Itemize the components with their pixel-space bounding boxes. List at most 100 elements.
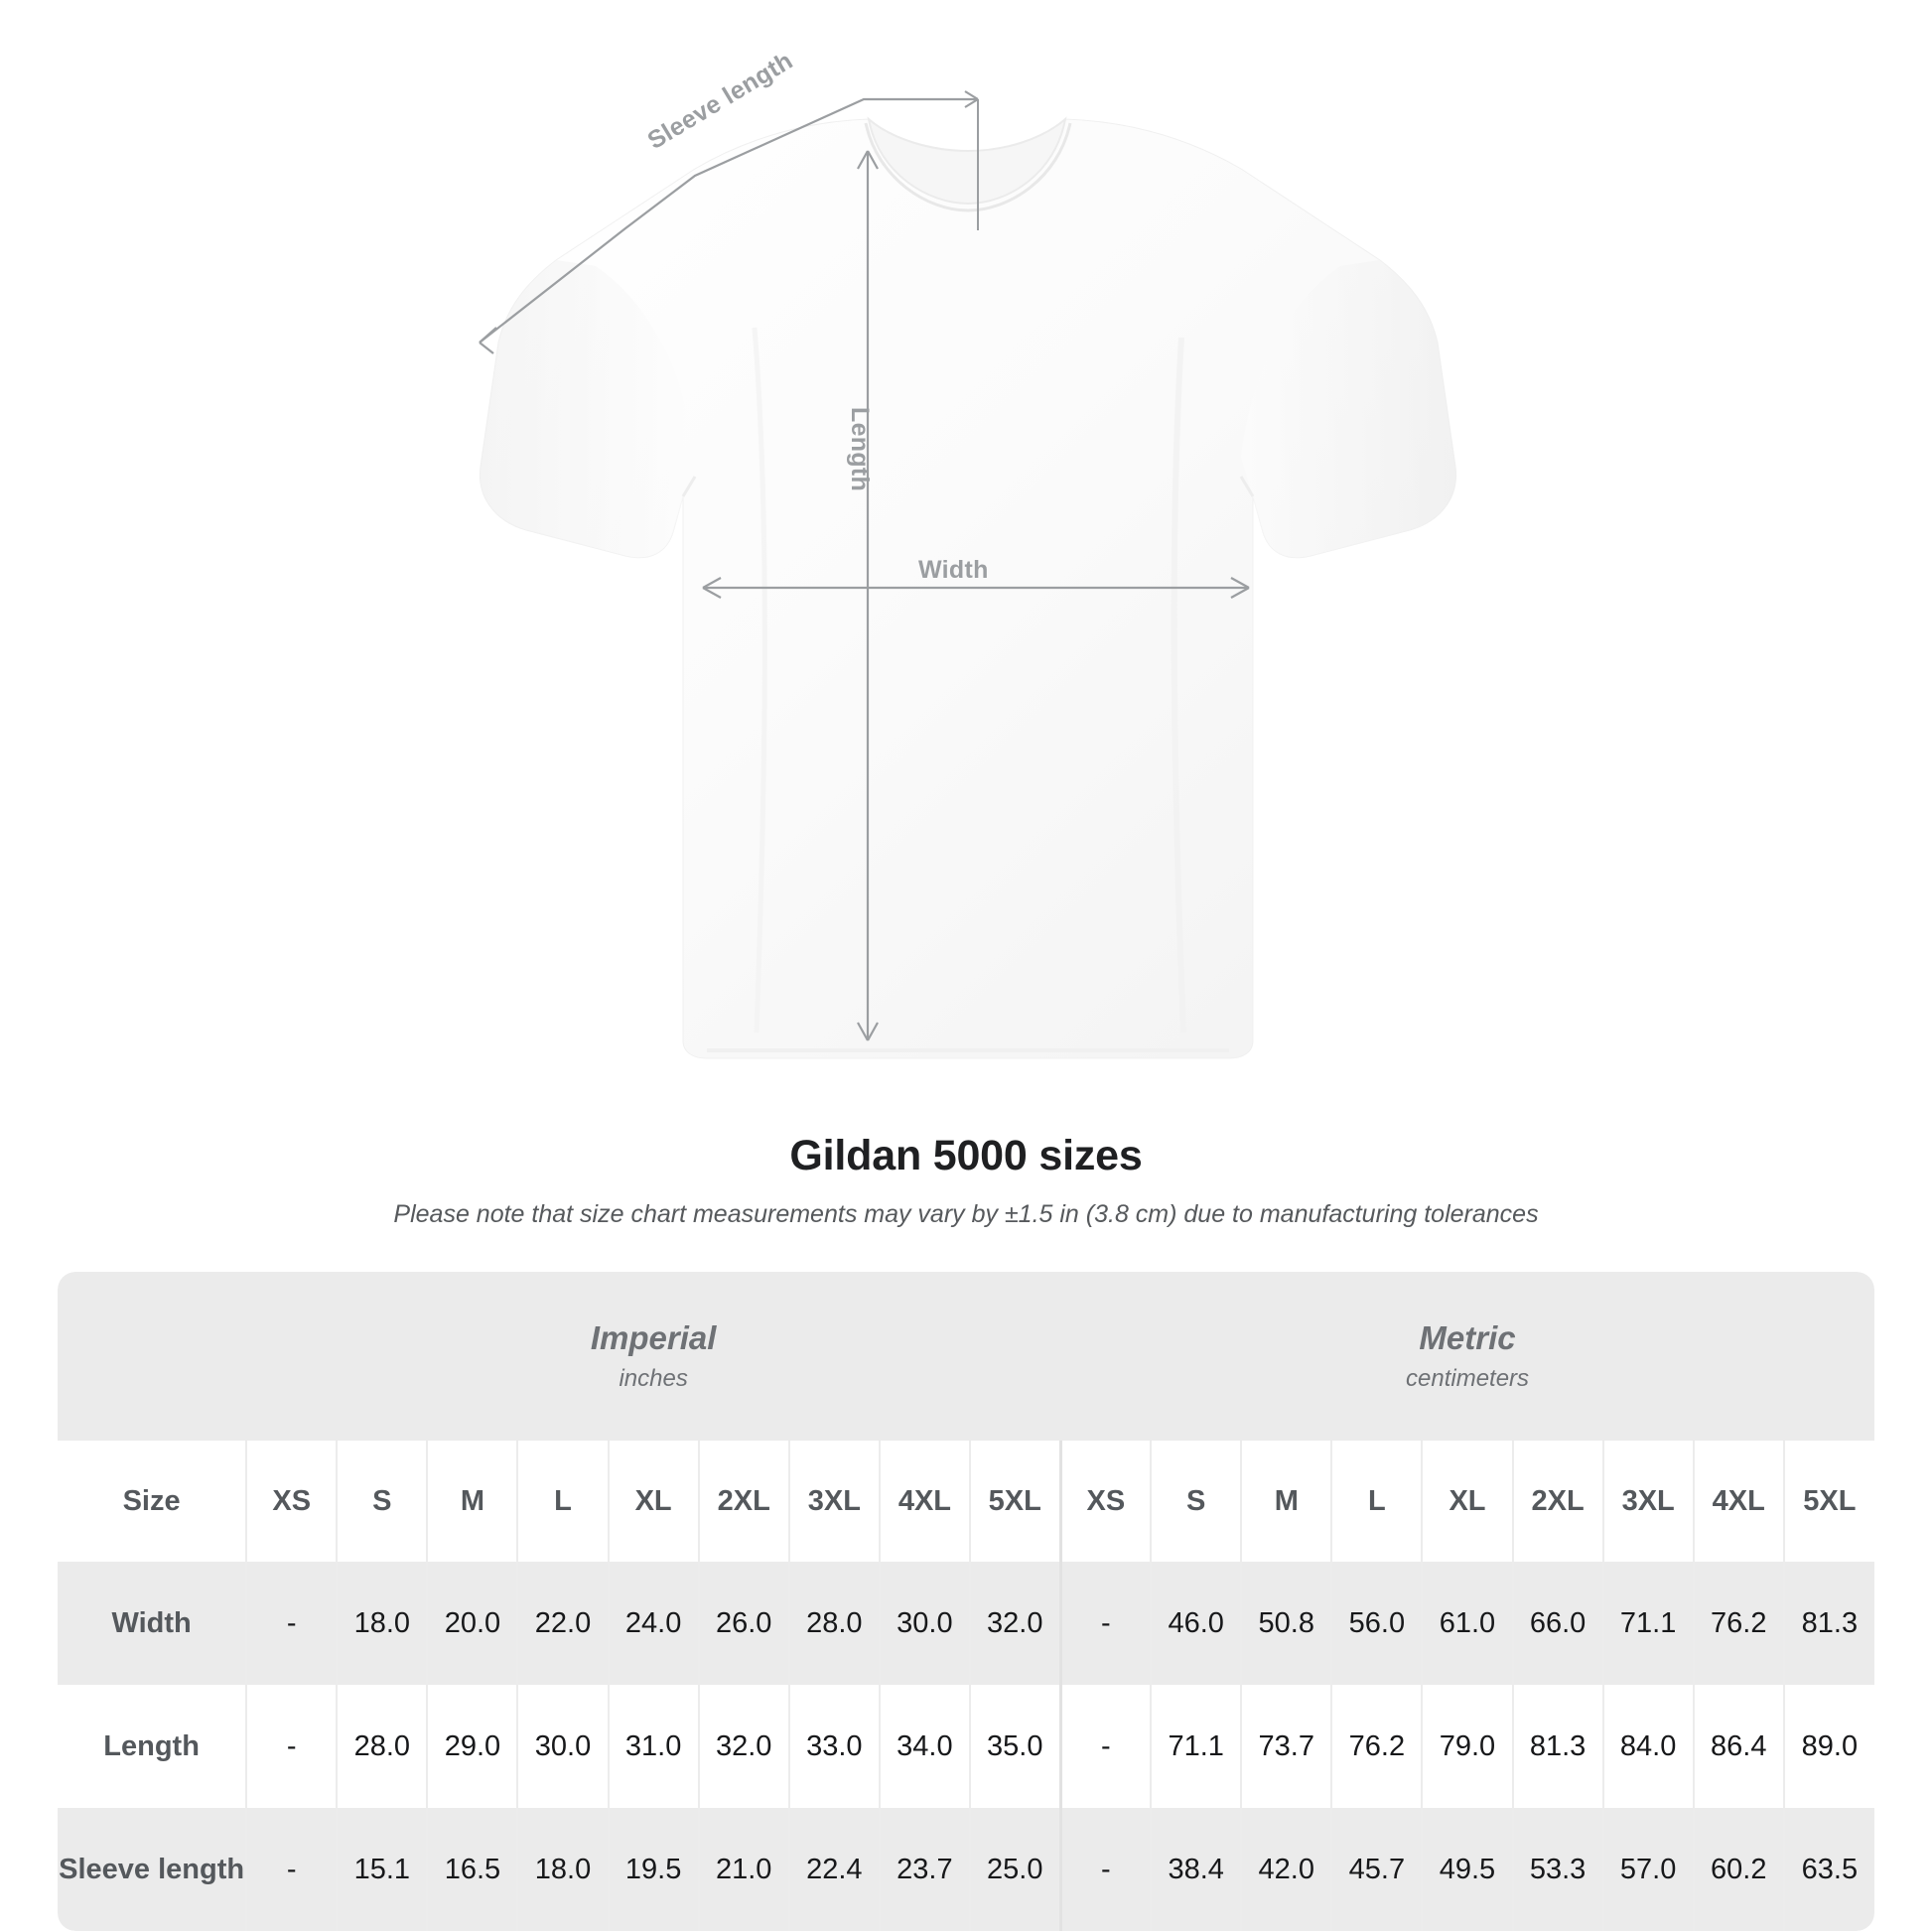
size-header-label: Size: [58, 1441, 247, 1562]
cell-sleeve-length-metric-m: 42.0: [1240, 1808, 1332, 1931]
cell-width-imperial-3xl: 28.0: [787, 1562, 880, 1685]
size-column-header-imperial-xl: XL: [607, 1441, 699, 1562]
cell-sleeve-length-metric-s: 38.4: [1150, 1808, 1242, 1931]
cell-sleeve-length-metric-l: 45.7: [1330, 1808, 1423, 1931]
size-column-header-imperial-2xl: 2XL: [697, 1441, 789, 1562]
unit-name: Imperial: [590, 1319, 717, 1357]
size-column-header-metric-5xl: 5XL: [1782, 1441, 1874, 1562]
cell-length-metric-xl: 79.0: [1421, 1685, 1513, 1808]
cell-width-metric-xl: 61.0: [1421, 1562, 1513, 1685]
cell-sleeve-length-imperial-xs: -: [245, 1808, 338, 1931]
size-column-header-imperial-s: S: [336, 1441, 428, 1562]
length-annotation-label: Length: [846, 407, 874, 492]
cell-sleeve-length-metric-5xl: 63.5: [1782, 1808, 1874, 1931]
cell-length-imperial-m: 29.0: [426, 1685, 518, 1808]
cell-sleeve-length-metric-3xl: 57.0: [1601, 1808, 1694, 1931]
cell-length-imperial-4xl: 34.0: [878, 1685, 970, 1808]
cell-width-metric-m: 50.8: [1240, 1562, 1332, 1685]
sleeve-length-arrow: [479, 90, 979, 354]
size-column-header-metric-3xl: 3XL: [1601, 1441, 1694, 1562]
cell-width-metric-l: 56.0: [1330, 1562, 1423, 1685]
cell-sleeve-length-metric-2xl: 53.3: [1511, 1808, 1603, 1931]
size-column-header-imperial-3xl: 3XL: [787, 1441, 880, 1562]
measurement-label-length: Length: [58, 1685, 247, 1808]
size-header-row: Size XS S M L XL 2XL 3XL 4XL 5XL XS S M L XL 2XL 3XL 4XL 5…: [58, 1441, 1874, 1562]
cell-sleeve-length-imperial-2xl: 21.0: [697, 1808, 789, 1931]
cell-sleeve-length-imperial-m: 16.5: [426, 1808, 518, 1931]
unit-banner-spacer: [58, 1272, 247, 1441]
unit-banner-row: Imperial inches Metric centimeters: [58, 1272, 1874, 1441]
cell-width-imperial-5xl: 32.0: [968, 1562, 1061, 1685]
size-column-header-imperial-m: M: [426, 1441, 518, 1562]
tshirt-diagram: Sleeve length Length Width: [479, 47, 1457, 1059]
cell-sleeve-length-imperial-3xl: 22.4: [787, 1808, 880, 1931]
cell-width-metric-3xl: 71.1: [1601, 1562, 1694, 1685]
width-arrow: [702, 577, 1250, 599]
cell-width-imperial-xs: -: [245, 1562, 338, 1685]
cell-width-imperial-2xl: 26.0: [697, 1562, 789, 1685]
cell-width-imperial-m: 20.0: [426, 1562, 518, 1685]
table-row: Length -28.0 29.0 30.0 31.0 32.0 33.0 34.0 35.0-…: [58, 1685, 1874, 1808]
table-row: Width -18.0 20.0 22.0 24.0 26.0 28.0 30.0 32.0-4…: [58, 1562, 1874, 1685]
cell-width-imperial-s: 18.0: [336, 1562, 428, 1685]
cell-width-metric-xs: -: [1058, 1562, 1152, 1685]
unit-banner-metric: Metric centimeters: [1060, 1272, 1874, 1441]
cell-length-imperial-3xl: 33.0: [787, 1685, 880, 1808]
width-annotation-label: Width: [918, 556, 989, 584]
cell-sleeve-length-imperial-l: 18.0: [516, 1808, 609, 1931]
cell-length-imperial-5xl: 35.0: [968, 1685, 1061, 1808]
size-column-header-metric-xl: XL: [1421, 1441, 1513, 1562]
cell-sleeve-length-metric-xl: 49.5: [1421, 1808, 1513, 1931]
size-column-header-metric-l: L: [1330, 1441, 1423, 1562]
cell-length-imperial-l: 30.0: [516, 1685, 609, 1808]
cell-length-metric-m: 73.7: [1240, 1685, 1332, 1808]
cell-width-imperial-4xl: 30.0: [878, 1562, 970, 1685]
cell-length-metric-2xl: 81.3: [1511, 1685, 1603, 1808]
measurement-label-sleeve-length: Sleeve length: [58, 1808, 247, 1931]
cell-length-metric-4xl: 86.4: [1692, 1685, 1784, 1808]
size-table-container: Imperial inches Metric centimeters Size XS S M L…: [58, 1272, 1874, 1931]
cell-width-imperial-xl: 24.0: [607, 1562, 699, 1685]
table-row: Sleeve length -15.1 16.5 18.0 19.5 21.0 22.4 23…: [58, 1808, 1874, 1931]
unit-banner-imperial: Imperial inches: [246, 1272, 1061, 1441]
unit-subtitle: inches: [619, 1364, 688, 1392]
cell-length-imperial-xs: -: [245, 1685, 338, 1808]
cell-sleeve-length-imperial-4xl: 23.7: [878, 1808, 970, 1931]
cell-length-metric-5xl: 89.0: [1782, 1685, 1874, 1808]
cell-length-imperial-s: 28.0: [336, 1685, 428, 1808]
page-title: Gildan 5000 sizes: [789, 1132, 1143, 1179]
size-column-header-imperial-5xl: 5XL: [968, 1441, 1061, 1562]
size-column-header-metric-xs: XS: [1058, 1441, 1152, 1562]
tolerance-note: Please note that size chart measurements…: [393, 1200, 1539, 1228]
unit-subtitle: centimeters: [1406, 1364, 1530, 1392]
size-table: Imperial inches Metric centimeters Size XS S M L…: [58, 1272, 1874, 1931]
cell-length-imperial-xl: 31.0: [607, 1685, 699, 1808]
size-column-header-imperial-l: L: [516, 1441, 609, 1562]
size-column-header-metric-s: S: [1150, 1441, 1242, 1562]
title-block: Gildan 5000 sizes Please note that size …: [0, 1132, 1932, 1229]
size-column-header-imperial-xs: XS: [245, 1441, 338, 1562]
cell-length-imperial-2xl: 32.0: [697, 1685, 789, 1808]
cell-sleeve-length-imperial-xl: 19.5: [607, 1808, 699, 1931]
size-column-header-metric-m: M: [1240, 1441, 1332, 1562]
cell-length-metric-l: 76.2: [1330, 1685, 1423, 1808]
unit-name: Metric: [1419, 1319, 1516, 1357]
cell-sleeve-length-imperial-5xl: 25.0: [968, 1808, 1061, 1931]
cell-width-metric-5xl: 81.3: [1782, 1562, 1874, 1685]
cell-length-metric-xs: -: [1058, 1685, 1152, 1808]
cell-length-metric-s: 71.1: [1150, 1685, 1242, 1808]
cell-sleeve-length-imperial-s: 15.1: [336, 1808, 428, 1931]
measurement-label-width: Width: [58, 1562, 247, 1685]
cell-length-metric-3xl: 84.0: [1601, 1685, 1694, 1808]
cell-width-metric-4xl: 76.2: [1692, 1562, 1784, 1685]
cell-sleeve-length-metric-xs: -: [1058, 1808, 1152, 1931]
cell-width-metric-2xl: 66.0: [1511, 1562, 1603, 1685]
size-column-header-metric-4xl: 4XL: [1692, 1441, 1784, 1562]
tshirt-illustration: [479, 90, 1457, 1059]
size-column-header-imperial-4xl: 4XL: [878, 1441, 970, 1562]
cell-width-metric-s: 46.0: [1150, 1562, 1242, 1685]
cell-sleeve-length-metric-4xl: 60.2: [1692, 1808, 1784, 1931]
length-arrow: [857, 150, 879, 1041]
size-column-header-metric-2xl: 2XL: [1511, 1441, 1603, 1562]
